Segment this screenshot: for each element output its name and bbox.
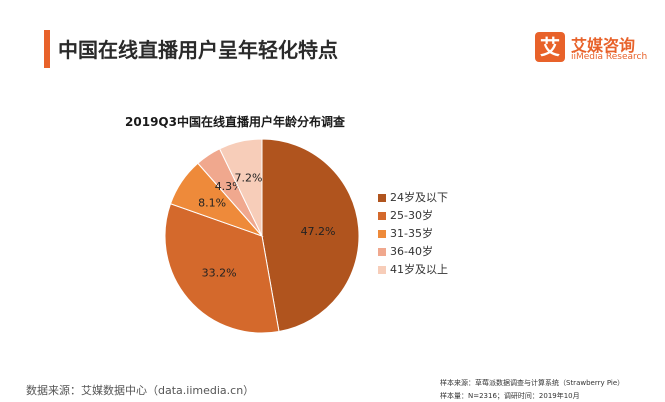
legend-swatch [378, 230, 386, 238]
slice-data-label: 7.2% [235, 171, 263, 184]
pie-slice [164, 203, 280, 334]
logo-mark-icon: 艾 [535, 32, 565, 62]
legend-swatch [378, 212, 386, 220]
slice-data-label: 4.3% [215, 180, 243, 193]
legend-label: 36-40岁 [390, 245, 433, 258]
legend-label: 25-30岁 [390, 209, 433, 222]
legend-swatch [378, 248, 386, 256]
iimedia-logo: 艾 艾媒咨询 iiMedia Research [535, 32, 660, 68]
page-title: 中国在线直播用户呈年轻化特点 [58, 38, 338, 62]
slice-data-label: 47.2% [301, 225, 336, 238]
title-accent-bar [44, 30, 50, 68]
legend-swatch [378, 194, 386, 202]
legend-swatch [378, 266, 386, 274]
logo-name-en: iiMedia Research [571, 52, 648, 62]
data-source: 数据来源：艾媒数据中心（data.iimedia.cn） [26, 384, 255, 397]
logo-mark-glyph: 艾 [540, 35, 560, 59]
slice-data-label: 8.1% [198, 196, 226, 209]
logo-name-cn: 艾媒咨询 [571, 36, 636, 55]
sample-source: 样本来源：草莓派数据调查与计算系统（Strawberry Pie） [440, 379, 625, 387]
chart-title: 2019Q3中国在线直播用户年龄分布调查 [125, 115, 345, 129]
header: 中国在线直播用户呈年轻化特点 艾 艾媒咨询 iiMedia Research [0, 0, 665, 74]
legend-label: 24岁及以下 [390, 191, 448, 204]
legend-label: 31-35岁 [390, 227, 433, 240]
pie-slice [218, 138, 263, 237]
slice-data-label: 33.2% [202, 266, 237, 279]
pie-slice [261, 138, 360, 333]
legend-label: 41岁及以上 [390, 263, 448, 276]
sample-info: 样本量：N=2316；调研时间：2019年10月 [440, 392, 580, 400]
